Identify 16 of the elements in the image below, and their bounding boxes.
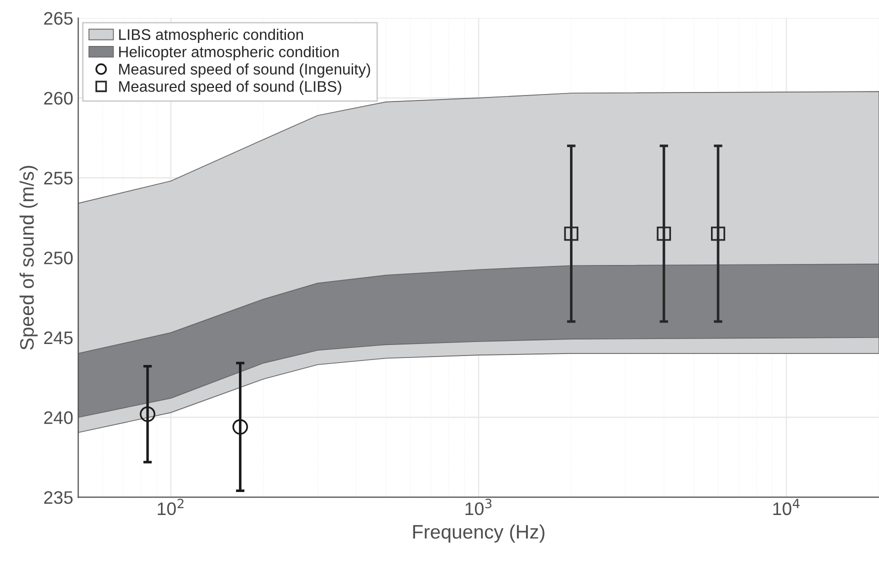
y-tick-label: 240	[44, 411, 73, 424]
y-tick-label: 265	[44, 12, 73, 25]
x-tick-label: 10$^{2}$	[158, 498, 184, 516]
legend-label: Measured speed of sound (Ingenuity)	[119, 63, 370, 78]
y-tick-label: 250	[44, 252, 73, 264]
x-axis-title: Frequency (Hz)	[413, 524, 544, 543]
legend-label: LIBS atmospheric condition	[119, 28, 303, 44]
y-tick-label: 235	[44, 491, 73, 504]
y-axis-title: Speed of sound (m/s)	[20, 166, 38, 350]
x-tick-label: 10$^{4}$	[773, 498, 800, 516]
x-tick-label: 10$^{3}$	[466, 498, 492, 516]
legend-label: Helicopter atmospheric condition	[119, 46, 339, 60]
y-tick-label: 255	[44, 172, 73, 185]
y-tick-label: 260	[44, 92, 73, 105]
y-tick-label: 245	[44, 331, 73, 344]
legend-label: Measured speed of sound (LIBS)	[119, 80, 342, 95]
